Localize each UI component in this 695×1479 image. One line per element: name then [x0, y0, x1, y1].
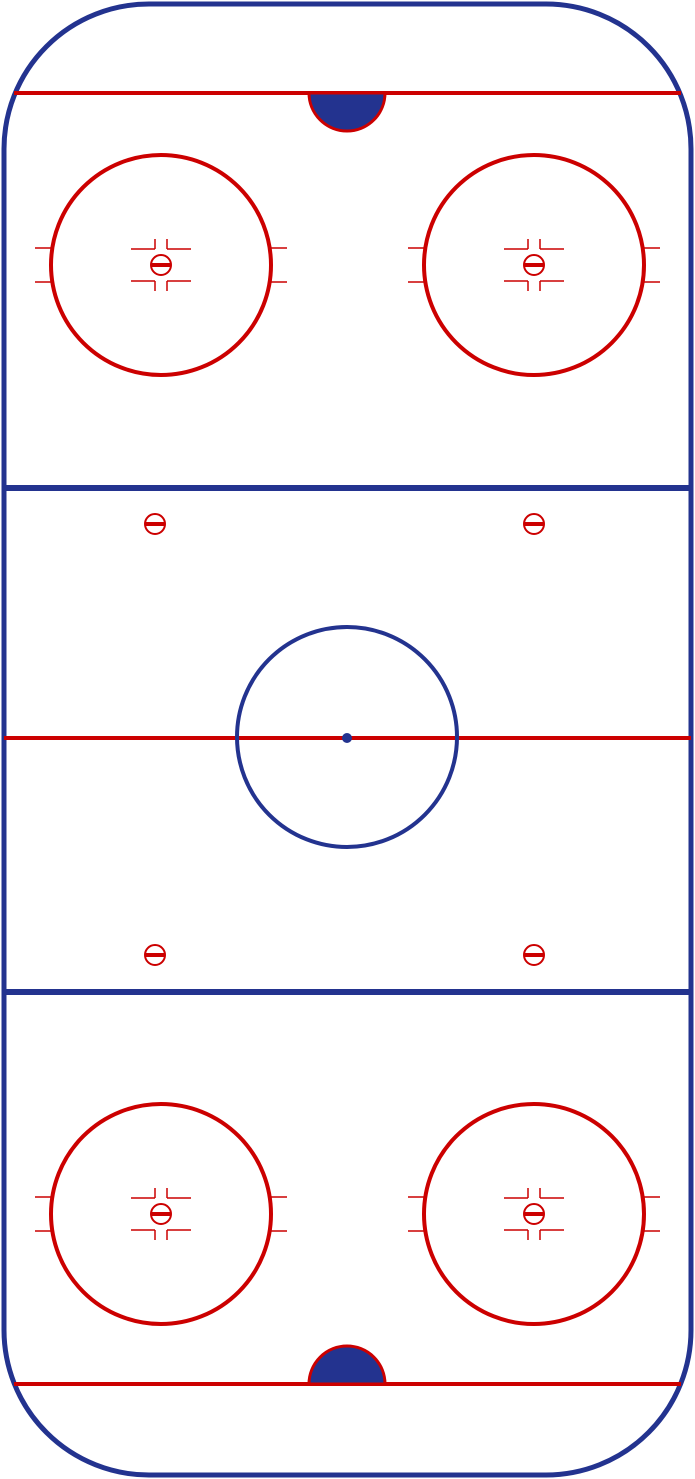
l-mark [504, 1229, 529, 1240]
l-mark [504, 239, 529, 250]
faceoff-circle-top-right [408, 153, 660, 377]
l-mark [131, 1229, 156, 1240]
faceoff-spot [150, 254, 172, 276]
neutral-zone-spot [144, 944, 166, 966]
faceoff-circle-bottom-right [408, 1102, 660, 1326]
faceoff-spot-bar [525, 522, 543, 526]
goal-crease-top [307, 91, 387, 133]
l-mark [131, 239, 156, 250]
faceoff-spot [150, 1203, 172, 1225]
neutral-zone-spot [523, 513, 545, 535]
l-mark [539, 1188, 564, 1199]
l-mark [539, 1229, 564, 1240]
faceoff-spot-bar [152, 1212, 170, 1216]
goal-crease-bottom [307, 1344, 387, 1386]
faceoff-spot-bar [525, 953, 543, 957]
faceoff-spot-bar [146, 953, 164, 957]
l-mark [166, 239, 191, 250]
l-mark [166, 1229, 191, 1240]
l-mark [539, 280, 564, 291]
l-mark [166, 280, 191, 291]
faceoff-circle-ring [422, 1102, 646, 1326]
faceoff-circle-bottom-left [35, 1102, 287, 1326]
faceoff-circle-top-left [35, 153, 287, 377]
l-mark [504, 280, 529, 291]
faceoff-spot-bar [146, 522, 164, 526]
faceoff-spot-bar [525, 1212, 543, 1216]
faceoff-circle-ring [49, 153, 273, 377]
faceoff-spot [523, 1203, 545, 1225]
l-mark [504, 1188, 529, 1199]
neutral-zone-spot [144, 513, 166, 535]
l-mark [131, 280, 156, 291]
faceoff-spot [523, 254, 545, 276]
l-mark [166, 1188, 191, 1199]
center-ice-spot [342, 733, 352, 743]
faceoff-circle-ring [49, 1102, 273, 1326]
neutral-zone-spot [523, 944, 545, 966]
faceoff-circle-ring [422, 153, 646, 377]
l-mark [539, 239, 564, 250]
l-mark [131, 1188, 156, 1199]
center-ice-circle [235, 625, 459, 849]
faceoff-spot-bar [525, 263, 543, 267]
faceoff-spot-bar [152, 263, 170, 267]
